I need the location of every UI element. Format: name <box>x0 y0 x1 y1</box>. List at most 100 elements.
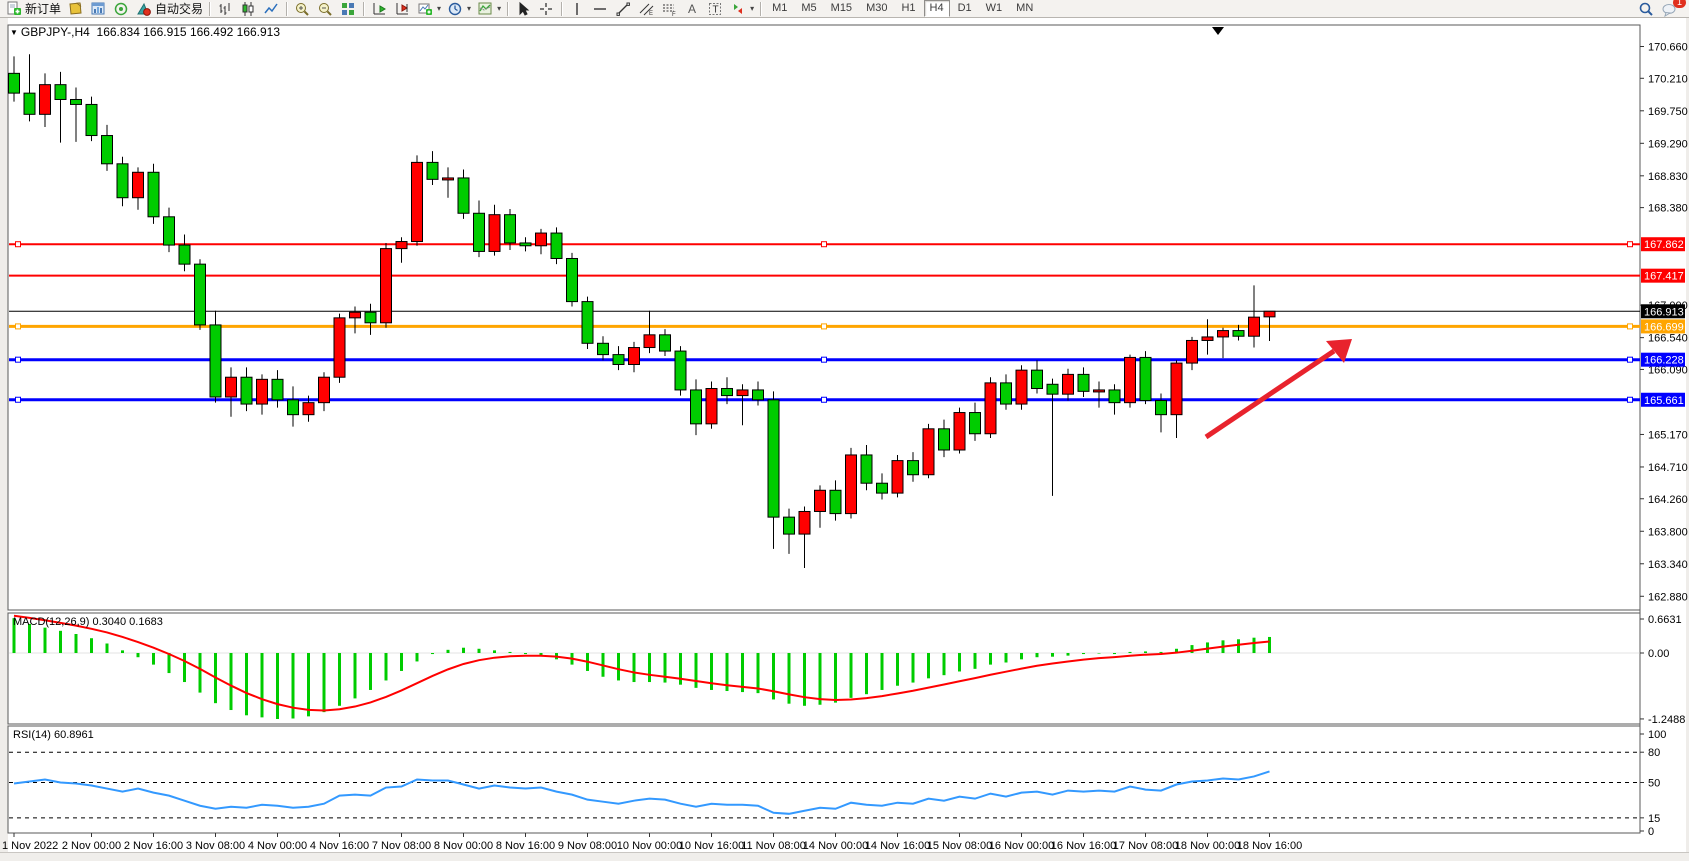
macd-axis-labels[interactable]: 0.6631 0.00 -1.2488 <box>1640 614 1685 726</box>
hline-anchor-left[interactable] <box>15 323 21 330</box>
hline-anchor-right[interactable] <box>1627 323 1633 330</box>
hline-anchor-center[interactable] <box>821 323 827 330</box>
candle-body <box>674 350 687 391</box>
trendline-icon <box>615 1 632 17</box>
timeframe-h1-button[interactable]: H1 <box>901 2 916 14</box>
auto-scroll-button[interactable] <box>391 0 414 18</box>
timeframe-mn-button[interactable]: MN <box>1016 2 1034 14</box>
bar-chart-button[interactable] <box>214 0 237 18</box>
price-tick-label: 169.290 <box>1648 138 1688 150</box>
price-tick-label: 162.880 <box>1648 591 1688 603</box>
price-tick-label: 166.540 <box>1648 333 1688 345</box>
timeframe-w1-button[interactable]: W1 <box>985 2 1003 14</box>
hline-anchor-right[interactable] <box>1627 356 1633 363</box>
tile-windows-button[interactable] <box>337 0 360 18</box>
chart-canvas[interactable]: 170.660 170.210 169.750 169.290 168.830 168.3… <box>0 18 1689 853</box>
shift-icon <box>371 1 388 17</box>
price-line-label: 167.862 <box>1644 239 1684 251</box>
candlestick-chart-button[interactable] <box>237 0 260 18</box>
mql-note-button[interactable] <box>64 0 87 18</box>
indicators-dropdown[interactable]: ▾ <box>414 0 444 18</box>
trendline-button[interactable] <box>612 0 635 18</box>
chart-area[interactable]: ▼ GBPJPY-,H4 166.834 166.915 166.492 166.… <box>0 18 1689 853</box>
price-line-label-box <box>1641 352 1685 367</box>
hline-anchor-center[interactable] <box>821 396 827 403</box>
hline-anchor-right[interactable] <box>1627 396 1633 403</box>
candle-body <box>938 428 950 451</box>
candle-body <box>1108 389 1121 404</box>
candle-body <box>287 399 299 416</box>
price-line-label-box <box>1641 304 1685 319</box>
channel-button[interactable]: E <box>635 0 658 18</box>
hline-anchor-left[interactable] <box>15 356 21 363</box>
left-edge <box>0 18 8 853</box>
rsi-tick-label: 50 <box>1648 778 1660 790</box>
candle-body <box>1186 339 1198 364</box>
signals-button[interactable] <box>110 0 133 18</box>
rsi-axis-labels[interactable]: 100 80 50 150 <box>1640 729 1666 838</box>
timeframe-h4-button[interactable]: H4 <box>923 0 950 17</box>
notifications-button[interactable]: 1 <box>1658 0 1686 18</box>
hline-anchor-right[interactable] <box>1627 241 1633 248</box>
candle-body <box>659 334 671 352</box>
candle-body <box>225 376 237 398</box>
candle-body <box>1155 400 1167 416</box>
line-chart-button[interactable] <box>260 0 283 18</box>
annotation-arrow[interactable] <box>1204 339 1352 440</box>
candle-body <box>426 161 439 180</box>
candle-body <box>907 460 919 476</box>
label-button[interactable]: T <box>704 0 727 18</box>
price-tick-label: 168.380 <box>1648 203 1688 215</box>
arrows-dropdown[interactable]: ▾ <box>727 0 757 18</box>
zoom-in-button[interactable] <box>291 0 314 18</box>
zoom-out-button[interactable] <box>314 0 337 18</box>
hline-anchor-center[interactable] <box>821 241 827 248</box>
candle-body <box>147 171 160 218</box>
right-edge <box>1686 18 1689 853</box>
text-button[interactable]: A <box>681 0 704 18</box>
dropdown-caret-icon: ▾ <box>437 4 442 13</box>
shift-marker-icon[interactable] <box>1212 27 1224 35</box>
toolbar-separator <box>363 1 366 16</box>
svg-text:A: A <box>688 2 696 16</box>
rsi-tick-label: 15 <box>1648 813 1660 825</box>
timeframe-m5-button[interactable]: M5 <box>801 2 817 14</box>
templates-dropdown[interactable]: ▾ <box>474 0 504 18</box>
candle-body <box>721 388 733 397</box>
fibonacci-button[interactable]: F <box>658 0 681 18</box>
candle-body <box>1015 369 1028 405</box>
time-tick-label: 8 Nov 16:00 <box>496 840 555 852</box>
market-watch-button[interactable] <box>87 0 110 18</box>
timeframe-m15-button[interactable]: M15 <box>830 2 853 14</box>
autoscroll-icon <box>394 1 411 17</box>
panel-borders <box>7 24 1641 834</box>
time-axis[interactable]: 1 Nov 2022 2 Nov 00:00 2 Nov 16:00 3 Nov 08… <box>2 833 1302 852</box>
chart-shift-button[interactable] <box>368 0 391 18</box>
timeframe-d1-button[interactable]: D1 <box>957 2 972 14</box>
time-tick-label: 14 Nov 00:00 <box>803 840 868 852</box>
timeframe-m1-button[interactable]: M1 <box>772 2 788 14</box>
macd-tick-label: 0.00 <box>1648 648 1669 660</box>
hline-anchor-center[interactable] <box>821 356 827 363</box>
symbol-dropdown-icon[interactable]: ▼ <box>10 28 18 37</box>
crosshair-button[interactable] <box>535 0 558 18</box>
hline-anchor-left[interactable] <box>15 396 21 403</box>
horizontal-line-button[interactable] <box>589 0 612 18</box>
candle-body <box>364 311 377 324</box>
time-tick-label: 1 Nov 2022 <box>2 840 58 852</box>
search-button[interactable] <box>1635 0 1658 18</box>
price-axis-labels[interactable]: 170.660 170.210 169.750 169.290 168.830 168.3… <box>1640 41 1688 603</box>
candle-body <box>798 510 811 535</box>
horizontal-lines[interactable]: 167.862 167.417 166.913 166.699 166.228 165.6… <box>9 237 1685 407</box>
periods-dropdown[interactable]: ▾ <box>444 0 474 18</box>
hline-anchor-left[interactable] <box>15 241 21 248</box>
rsi-indicator-label: RSI(14) 60.8961 <box>13 729 94 741</box>
svg-text:T: T <box>713 4 719 15</box>
cursor-button[interactable] <box>512 0 535 18</box>
new-order-button[interactable]: 新订单 <box>3 0 64 18</box>
vertical-line-button[interactable] <box>566 0 589 18</box>
autotrade-button[interactable]: 自动交易 <box>133 0 206 18</box>
time-tick-label: 9 Nov 08:00 <box>558 840 617 852</box>
timeframe-m30-button[interactable]: M30 <box>866 2 888 14</box>
candle-body <box>767 399 780 518</box>
